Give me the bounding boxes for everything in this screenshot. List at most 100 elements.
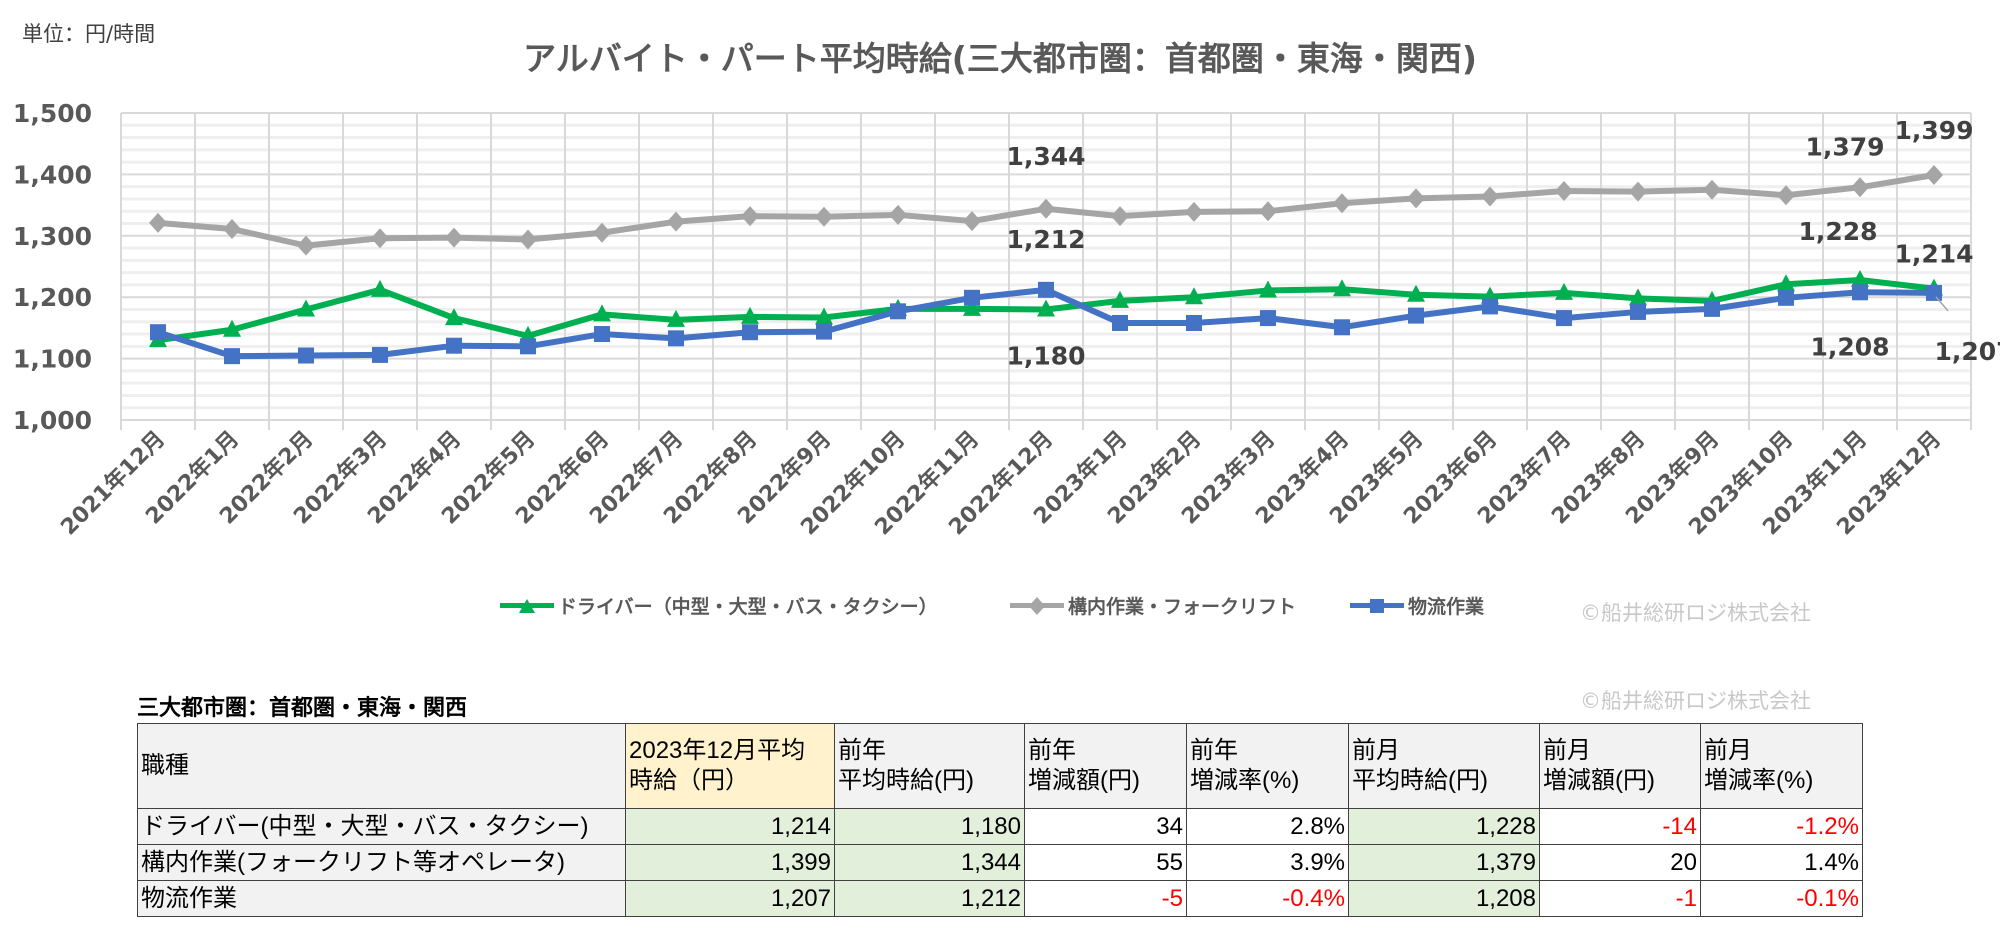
- chart-title: アルバイト・パート平均時給(三大都市圏：首都圏・東海・関西): [523, 39, 1477, 78]
- header-job-type: 職種: [137, 723, 626, 809]
- diamond-marker: [889, 204, 907, 225]
- square-marker: [668, 330, 684, 347]
- header-text: 増減額(円): [1028, 767, 1140, 794]
- square-marker: [150, 324, 166, 341]
- data-label: 1,344: [1006, 142, 1085, 171]
- y-tick-label: 1,300: [13, 222, 92, 251]
- square-marker: [1852, 284, 1868, 301]
- header-prev-year-avg: 前年 平均時給(円): [834, 723, 1025, 809]
- header-text: 前月: [1543, 737, 1591, 764]
- value-cell: -0.1%: [1700, 880, 1863, 917]
- job-type-cell: ドライバー(中型・大型・バス・タクシー): [137, 808, 626, 845]
- value-cell: -1: [1539, 880, 1701, 917]
- header-text: 前年: [1028, 737, 1076, 764]
- diamond-marker: [1703, 179, 1721, 200]
- value-cell: 1,207: [625, 880, 835, 917]
- data-label: 1,180: [1006, 341, 1085, 370]
- triangle-marker: [1777, 274, 1795, 292]
- header-text: 前月: [1352, 737, 1400, 764]
- diamond-marker: [1481, 186, 1499, 207]
- diamond-marker: [445, 227, 463, 248]
- unit-label: 単位：円/時間: [22, 22, 156, 46]
- triangle-marker: [1111, 290, 1129, 308]
- legend-item-driver: ドライバー（中型・大型・バス・タクシー）: [500, 592, 938, 619]
- square-marker: [964, 289, 980, 306]
- header-text: 前年: [838, 737, 886, 764]
- value-cell: 20: [1539, 844, 1701, 881]
- legend-swatch-triangle-icon: [500, 598, 554, 613]
- y-axis-ticks: 1,000 1,100 1,200 1,300 1,400 1,500: [13, 99, 92, 435]
- triangle-marker: [371, 279, 389, 297]
- header-text: 2023年12月平均: [629, 737, 806, 764]
- value-cell: 34: [1024, 808, 1187, 845]
- table-row: 物流作業 1,207 1,212 -5 -0.4% 1,208 -1 -0.1%: [137, 880, 1863, 917]
- value-cell: 1,399: [625, 844, 835, 881]
- legend-swatch-diamond-icon: [1010, 596, 1064, 615]
- triangle-marker: [223, 319, 241, 337]
- triangle-marker: [1555, 282, 1573, 300]
- diamond-marker: [1555, 180, 1573, 201]
- value-cell: 55: [1024, 844, 1187, 881]
- diamond-marker: [593, 222, 611, 243]
- diamond-marker: [815, 206, 833, 227]
- table-row: 構内作業(フォークリフト等オペレータ) 1,399 1,344 55 3.9% 1,379…: [137, 844, 1863, 881]
- square-marker: [224, 348, 240, 365]
- square-marker: [1704, 300, 1720, 317]
- table-header-row: 職種 2023年12月平均 時給（円） 前年 平均時給(円) 前年増減額(円) 前年…: [137, 723, 1863, 809]
- triangle-marker: [1185, 287, 1203, 305]
- header-text: 職種: [141, 752, 189, 779]
- y-tick-label: 1,400: [13, 160, 92, 189]
- diamond-marker: [1037, 198, 1055, 219]
- header-prev-month-diff: 前月増減額(円): [1539, 723, 1701, 809]
- table-row: ドライバー(中型・大型・バス・タクシー) 1,214 1,180 34 2.8% 1,22…: [137, 808, 1863, 845]
- header-text: 時給（円）: [629, 767, 749, 794]
- value-cell: -1.2%: [1700, 808, 1863, 845]
- diamond-marker: [1333, 193, 1351, 214]
- data-labels: 1,344 1,379 1,399 1,212 1,180 1,228 1,214 1,208…: [1006, 116, 2000, 370]
- header-prev-month-rate: 前月 増減率(%): [1700, 723, 1863, 809]
- square-marker: [1186, 314, 1202, 331]
- x-axis-ticks: 2021年12月2022年1月2022年2月2022年3月2022年4月2022…: [56, 426, 1946, 540]
- value-cell: 1,212: [834, 880, 1025, 917]
- y-tick-label: 1,000: [13, 406, 92, 435]
- legend-label: ドライバー（中型・大型・バス・タクシー）: [558, 596, 938, 618]
- data-label: 1,214: [1894, 240, 1973, 269]
- square-marker: [1482, 298, 1498, 315]
- diamond-marker: [1407, 188, 1425, 209]
- diamond-marker: [1111, 206, 1129, 227]
- value-cell: -0.4%: [1186, 880, 1349, 917]
- square-marker: [742, 324, 758, 341]
- legend-swatch-square-icon: [1350, 598, 1404, 613]
- data-label: 1,207: [1934, 337, 2000, 366]
- triangle-marker: [1259, 280, 1277, 298]
- value-cell: 1,228: [1348, 808, 1540, 845]
- square-marker: [372, 346, 388, 363]
- square-marker: [1334, 319, 1350, 336]
- diamond-marker: [1259, 201, 1277, 222]
- value-cell: 2.8%: [1186, 808, 1349, 845]
- header-prev-month-avg: 前月 平均時給(円): [1348, 723, 1540, 809]
- square-marker: [816, 323, 832, 340]
- triangle-marker: [741, 306, 759, 324]
- square-marker: [1630, 303, 1646, 320]
- line-chart: 1,000 1,100 1,200 1,300 1,400 1,500 2021年12月2…: [13, 99, 2000, 540]
- value-cell: 1,208: [1348, 880, 1540, 917]
- square-marker: [1556, 310, 1572, 327]
- table-copyright: ©船井総研ロジ株式会社: [1580, 689, 1811, 713]
- header-text: 増減額(円): [1543, 767, 1655, 794]
- triangle-marker: [445, 308, 463, 326]
- diamond-marker: [519, 229, 537, 250]
- header-prev-year-rate: 前年 増減率(%): [1186, 723, 1349, 809]
- series-markers: [149, 165, 1943, 365]
- triangle-marker: [297, 299, 315, 317]
- square-marker: [1260, 310, 1276, 327]
- data-label: 1,212: [1006, 225, 1085, 254]
- square-marker: [1408, 307, 1424, 324]
- header-text: 増減率(%): [1190, 767, 1300, 794]
- square-marker: [1112, 314, 1128, 331]
- triangle-marker: [1851, 270, 1869, 288]
- job-type-cell: 物流作業: [137, 880, 626, 917]
- value-cell: 1,379: [1348, 844, 1540, 881]
- header-text: 増減率(%): [1704, 767, 1814, 794]
- legend-item-logistics: 物流作業: [1350, 592, 1484, 619]
